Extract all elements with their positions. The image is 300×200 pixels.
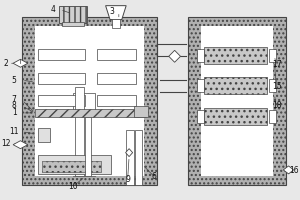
Bar bbox=[75, 87, 84, 176]
Bar bbox=[73, 93, 95, 176]
Polygon shape bbox=[283, 166, 294, 174]
Text: 4: 4 bbox=[50, 5, 55, 14]
Bar bbox=[35, 26, 144, 176]
Bar bbox=[134, 106, 148, 117]
Text: 1: 1 bbox=[12, 108, 17, 117]
Bar bbox=[197, 110, 204, 123]
Bar bbox=[204, 108, 267, 125]
Text: 16: 16 bbox=[289, 166, 298, 175]
Text: 6: 6 bbox=[152, 172, 157, 181]
Text: 7: 7 bbox=[11, 95, 16, 104]
Bar bbox=[38, 49, 85, 60]
Bar bbox=[22, 17, 157, 185]
Bar bbox=[38, 95, 85, 106]
Text: 10: 10 bbox=[68, 182, 78, 191]
Polygon shape bbox=[126, 149, 133, 157]
Text: 17: 17 bbox=[273, 60, 282, 69]
Bar bbox=[268, 49, 276, 62]
Bar bbox=[97, 49, 136, 60]
Bar bbox=[43, 161, 101, 171]
Bar bbox=[97, 73, 136, 84]
Bar bbox=[201, 26, 273, 176]
Bar bbox=[188, 17, 286, 185]
Bar bbox=[85, 117, 91, 176]
Polygon shape bbox=[169, 50, 181, 62]
Bar bbox=[38, 128, 50, 142]
Bar bbox=[135, 130, 142, 185]
Bar bbox=[35, 113, 144, 176]
Bar bbox=[268, 110, 276, 123]
Bar bbox=[197, 49, 204, 62]
Bar bbox=[35, 109, 144, 117]
Text: 12: 12 bbox=[1, 139, 10, 148]
Bar bbox=[38, 155, 112, 174]
Bar bbox=[204, 47, 267, 64]
Bar bbox=[112, 19, 120, 28]
Text: 3: 3 bbox=[109, 7, 114, 16]
Text: 15: 15 bbox=[273, 82, 282, 91]
Bar bbox=[38, 73, 85, 84]
Text: 8: 8 bbox=[11, 101, 16, 110]
Bar bbox=[97, 95, 136, 106]
Polygon shape bbox=[13, 141, 28, 149]
Bar bbox=[204, 77, 267, 94]
Bar bbox=[197, 79, 204, 92]
Text: 2: 2 bbox=[3, 59, 8, 68]
Bar bbox=[126, 130, 134, 185]
Text: 18: 18 bbox=[273, 101, 282, 110]
Text: 5: 5 bbox=[11, 76, 16, 85]
Polygon shape bbox=[106, 6, 126, 20]
Polygon shape bbox=[13, 59, 28, 67]
Text: 9: 9 bbox=[125, 175, 130, 184]
Bar bbox=[268, 79, 276, 92]
Bar bbox=[58, 6, 86, 23]
Text: 11: 11 bbox=[9, 127, 18, 136]
Bar bbox=[61, 22, 84, 26]
